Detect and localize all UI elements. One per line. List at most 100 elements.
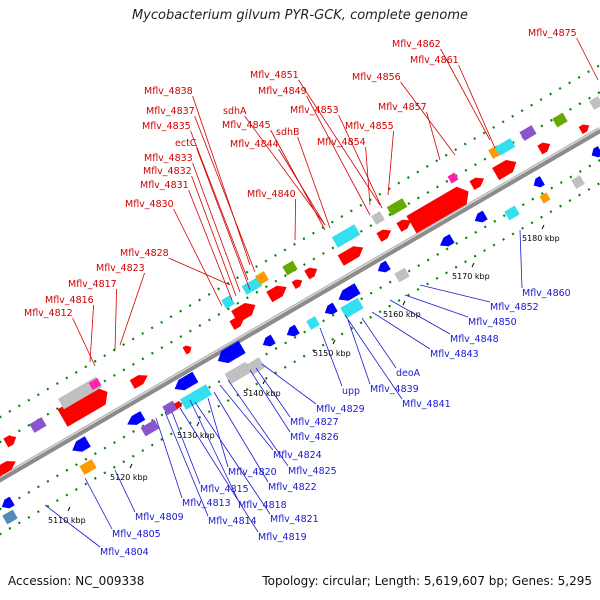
reverse-gene [262, 334, 276, 347]
gene-label-forward: Mflv_4845 [222, 120, 271, 131]
gene-label-reverse: Mflv_4822 [268, 482, 317, 493]
gene-label-reverse: Mflv_4824 [273, 450, 322, 461]
tick-mark [67, 506, 71, 512]
gene-label-forward: Mflv_4835 [142, 121, 191, 132]
green-feature [282, 260, 298, 276]
gene-label-reverse: Mflv_4819 [258, 532, 307, 543]
tick-label: 5150 kbp [313, 349, 351, 358]
steel-feature [2, 509, 18, 525]
tick-mark [332, 339, 336, 345]
gene-label-forward: Mflv_4862 [392, 39, 441, 50]
tick-label: 5160 kbp [383, 310, 421, 319]
gene-labels: Mflv_4875 Mflv_4862 Mflv_4861 Mflv_4856 Mflv… [24, 28, 577, 558]
gene-label-reverse: Mflv_4805 [112, 529, 161, 540]
magenta-feature [447, 172, 459, 184]
forward-gene [182, 345, 192, 355]
gene-label-forward: Mflv_4830 [125, 199, 174, 210]
reverse-gene [72, 436, 91, 452]
forward-gene [57, 387, 108, 427]
gene-label-forward: Mflv_4854 [317, 137, 366, 148]
orange-feature [539, 192, 551, 204]
purple-feature [519, 125, 537, 141]
reverse-gene [174, 371, 199, 391]
cyan-feature [306, 316, 320, 330]
grey-feature [571, 175, 585, 189]
gene-label-reverse: Mflv_4839 [370, 384, 419, 395]
gene-label-reverse: Mflv_4841 [402, 399, 451, 410]
gene-label-reverse: Mflv_4821 [270, 514, 319, 525]
forward-gene [578, 124, 590, 134]
cyan-feature [504, 205, 520, 221]
forward-gene [469, 177, 485, 190]
forward-gene [337, 246, 364, 266]
forward-gene [3, 435, 17, 448]
gene-label-forward: Mflv_4853 [290, 105, 339, 116]
gene-label-forward: Mflv_4861 [410, 55, 459, 66]
purple-feature [29, 417, 47, 433]
scale-ticks: 5110 kbp 5120 kbp 5130 kbp 5140 kbp 5150 kbp… [48, 224, 560, 525]
forward-gene [537, 142, 551, 155]
cyan-feature [221, 295, 235, 309]
tick-label: 5120 kbp [110, 473, 148, 482]
gene-label-reverse: Mflv_4814 [208, 516, 257, 527]
forward-gene [0, 468, 5, 478]
tick-label: 5110 kbp [48, 516, 86, 525]
reverse-gene [286, 324, 300, 337]
gene-label-reverse: Mflv_4852 [490, 302, 539, 313]
gene-label-reverse: Mflv_4826 [290, 432, 339, 443]
gene-label-reverse: Mflv_4850 [468, 317, 517, 328]
gene-label-reverse: Mflv_4860 [522, 288, 571, 299]
tick-label: 5140 kbp [243, 389, 281, 398]
forward-gene [229, 317, 245, 330]
orange-feature [79, 459, 97, 475]
green-feature [552, 112, 568, 128]
forward-gene [396, 219, 412, 232]
gene-label-reverse: Mflv_4848 [450, 334, 499, 345]
gene-label-forward: sdhB [276, 127, 300, 138]
accession-text: Accession: NC_009338 [8, 574, 145, 588]
topology-summary: Topology: circular; Length: 5,619,607 bp… [262, 574, 592, 588]
gene-label-reverse: Mflv_4820 [228, 467, 277, 478]
forward-gene [173, 400, 183, 410]
grey-feature [224, 361, 252, 385]
green-feature [386, 198, 408, 216]
reverse-gene [533, 176, 545, 188]
reverse-gene [474, 210, 488, 223]
gene-label-forward: Mflv_4851 [250, 70, 299, 81]
cyan-feature [494, 138, 516, 156]
tick-mark [196, 421, 200, 427]
cyan-feature [241, 277, 263, 295]
tick-label: 5130 kbp [177, 431, 215, 440]
forward-gene [304, 267, 318, 280]
gene-label-reverse: Mflv_4818 [238, 500, 287, 511]
cyan-feature [180, 384, 212, 410]
gene-label-forward: Mflv_4837 [146, 106, 195, 117]
gene-label-forward: Mflv_4823 [96, 263, 145, 274]
reverse-gene [377, 260, 391, 273]
gene-label-forward: Mflv_4849 [258, 86, 307, 97]
gene-label-reverse: Mflv_4809 [135, 512, 184, 523]
label-leader-lines [44, 37, 599, 548]
reverse-gene [1, 496, 15, 509]
gene-label-forward: Mflv_4816 [45, 295, 94, 306]
forward-gene [376, 229, 392, 242]
gene-label-forward: Mflv_4875 [528, 28, 577, 39]
gene-label-forward: Mflv_4838 [144, 86, 193, 97]
reverse-gene [591, 146, 600, 158]
gene-label-forward: Mflv_4812 [24, 308, 73, 319]
grey-feature [371, 211, 385, 225]
gene-label-forward: Mflv_4855 [345, 121, 394, 132]
gene-label-forward: Mflv_4831 [140, 180, 189, 191]
gene-label-forward: Mflv_4833 [144, 153, 193, 164]
tick-mark [471, 262, 475, 268]
reverse-gene [338, 283, 361, 301]
gene-label-reverse: Mflv_4827 [290, 417, 339, 428]
cyan-feature [331, 224, 361, 248]
magenta-feature [88, 378, 102, 390]
cyan-feature [340, 297, 364, 319]
tick-mark [129, 463, 133, 469]
gene-label-reverse: Mflv_4804 [100, 547, 149, 558]
grey-feature [394, 267, 410, 283]
gene-label-reverse: deoA [396, 368, 421, 379]
